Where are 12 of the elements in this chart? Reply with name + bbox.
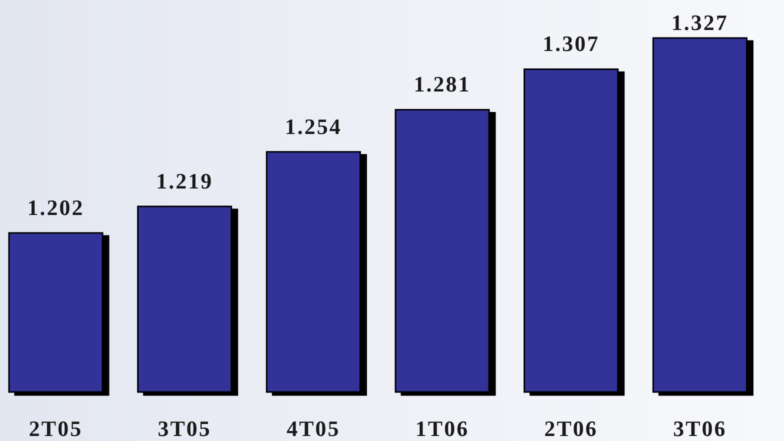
x-tick-label: 3T06 [673,416,727,441]
data-label: 1.307 [542,31,600,56]
x-tick-label: 2T06 [544,416,598,441]
x-tick-label: 4T05 [286,416,340,441]
data-label: 1.202 [27,194,84,220]
data-label: 1.219 [156,168,214,194]
x-tick-label: 3T05 [158,416,212,441]
data-label: 1.281 [414,72,471,97]
data-label: 1.254 [284,114,342,139]
x-tick-label: 2T05 [28,416,83,441]
data-label: 1.327 [671,10,728,35]
x-tick-label: 1T06 [415,416,470,441]
